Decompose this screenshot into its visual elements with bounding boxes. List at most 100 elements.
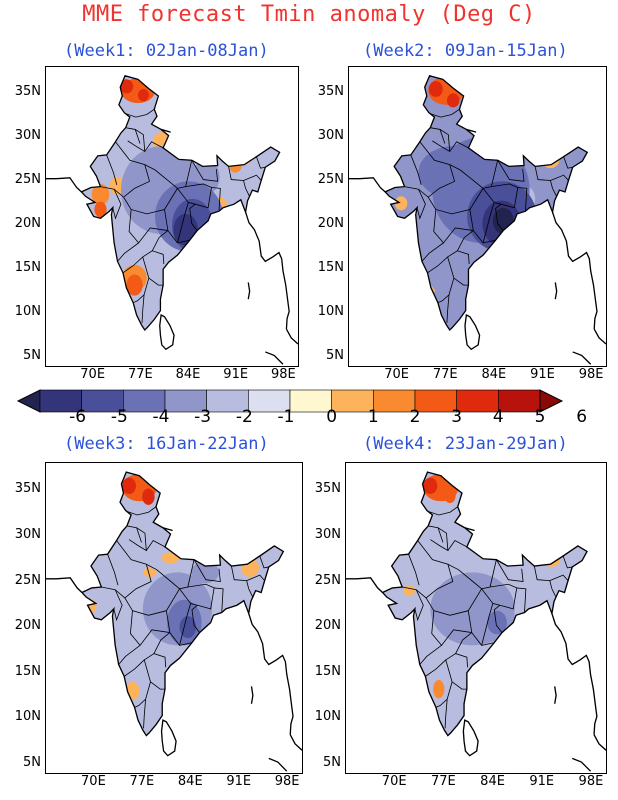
state-boundary — [146, 559, 195, 590]
anomaly-patch — [403, 585, 415, 597]
anomaly-patch — [423, 477, 438, 494]
coastline — [244, 211, 290, 330]
india-outline — [80, 471, 285, 737]
state-boundary — [428, 525, 449, 552]
state-boundary — [259, 555, 269, 569]
state-boundary — [424, 108, 460, 118]
state-boundary — [489, 583, 518, 610]
anomaly-patch — [444, 488, 456, 504]
anomaly-patch — [119, 79, 134, 94]
state-boundary — [455, 632, 473, 654]
state-boundary — [185, 183, 212, 209]
state-boundary — [125, 127, 146, 153]
longitude-tick-label: 77E — [129, 774, 155, 789]
state-boundary — [550, 174, 569, 181]
anomaly-field — [385, 75, 588, 330]
coastline — [289, 734, 302, 751]
colorbar-tick-label: 5 — [534, 407, 546, 427]
state-boundary — [246, 574, 265, 582]
state-boundary — [191, 604, 200, 633]
state-boundary — [126, 525, 147, 552]
latitude-tick-label: 20N — [14, 618, 41, 634]
anomaly-patch — [94, 201, 107, 218]
state-boundary — [113, 589, 123, 622]
longitude-tick-label: 98E — [578, 367, 604, 382]
latitude-tick-label: 20N — [317, 216, 344, 232]
state-boundary — [243, 174, 262, 181]
state-boundary — [402, 540, 454, 599]
colorbar-tick-label: 2 — [409, 407, 421, 427]
week4-map-panel — [345, 462, 607, 774]
latitude-tick-label: 30N — [14, 128, 41, 144]
state-boundary — [482, 188, 495, 243]
longitude-tick-label: 98E — [578, 774, 604, 789]
week3-subtitle: (Week3: 16Jan-22Jan) — [64, 434, 269, 454]
latitude-tick-label: 30N — [317, 128, 344, 144]
latitude-tick-label: 15N — [14, 260, 41, 276]
coastline — [349, 177, 386, 193]
week3-map — [46, 471, 302, 772]
week1-subtitle: (Week1: 02Jan-08Jan) — [64, 41, 269, 61]
india-outline — [384, 75, 589, 331]
srilanka-outline — [464, 313, 481, 351]
longitude-tick-label: 70E — [80, 367, 106, 382]
state-boundary — [136, 527, 142, 543]
anomaly-patch — [428, 81, 443, 97]
state-boundary — [120, 108, 155, 118]
state-boundary — [151, 230, 169, 251]
state-boundary — [437, 527, 444, 543]
colorbar-tick-label: 1 — [367, 407, 379, 427]
latitude-tick-label: 10N — [317, 304, 344, 320]
colorbar-tick-label: -6 — [69, 407, 87, 427]
coastline — [46, 177, 82, 193]
longitude-tick-label: 91E — [223, 367, 249, 382]
state-boundary — [563, 156, 573, 169]
state-boundary — [143, 699, 147, 729]
longitude-tick-label: 84E — [175, 367, 201, 382]
coastline — [551, 613, 598, 735]
latitude-tick-label: 35N — [314, 481, 341, 497]
anomaly-patch — [487, 610, 507, 635]
latitude-tick-label: 20N — [314, 618, 341, 634]
state-boundary — [153, 632, 171, 654]
latitude-tick-label: 30N — [14, 526, 41, 542]
anomaly-patch — [433, 680, 445, 699]
state-boundary — [516, 587, 527, 613]
coastline — [572, 351, 592, 365]
colorbar-tick-label: -1 — [277, 407, 295, 427]
state-boundary — [446, 294, 450, 323]
latitude-tick-label: 25N — [14, 172, 41, 188]
week2-map — [349, 75, 606, 365]
state-boundary — [228, 166, 246, 189]
state-boundary — [404, 141, 456, 198]
island-outline — [554, 686, 557, 704]
boundary-line — [466, 128, 477, 133]
colorbar-tick-label: 6 — [576, 407, 588, 427]
anomaly-patch — [137, 88, 149, 102]
boundary-line — [162, 527, 173, 532]
anomaly-patch — [91, 183, 110, 206]
anomaly-patch — [122, 477, 136, 494]
state-boundary — [445, 653, 468, 668]
state-boundary — [256, 156, 266, 169]
latitude-tick-label: 25N — [314, 572, 341, 588]
anomaly-patch — [179, 616, 197, 639]
anomaly-patch — [142, 488, 155, 505]
state-boundary — [144, 653, 167, 668]
state-boundary — [433, 209, 474, 244]
state-boundary — [148, 277, 164, 286]
state-boundary — [141, 294, 145, 323]
state-boundary — [449, 141, 469, 152]
week3-map-panel — [45, 462, 303, 774]
state-boundary — [211, 187, 221, 212]
colorbar-tick-label: 4 — [492, 407, 504, 427]
island-outline — [250, 686, 254, 704]
anomaly-patch — [126, 274, 143, 296]
state-boundary — [414, 589, 424, 622]
latitude-tick-label: 25N — [14, 572, 41, 588]
coastline — [265, 351, 284, 365]
latitude-tick-label: 35N — [317, 84, 344, 100]
state-boundary — [165, 610, 193, 646]
longitude-tick-label: 70E — [81, 774, 106, 789]
state-boundary — [112, 189, 122, 220]
